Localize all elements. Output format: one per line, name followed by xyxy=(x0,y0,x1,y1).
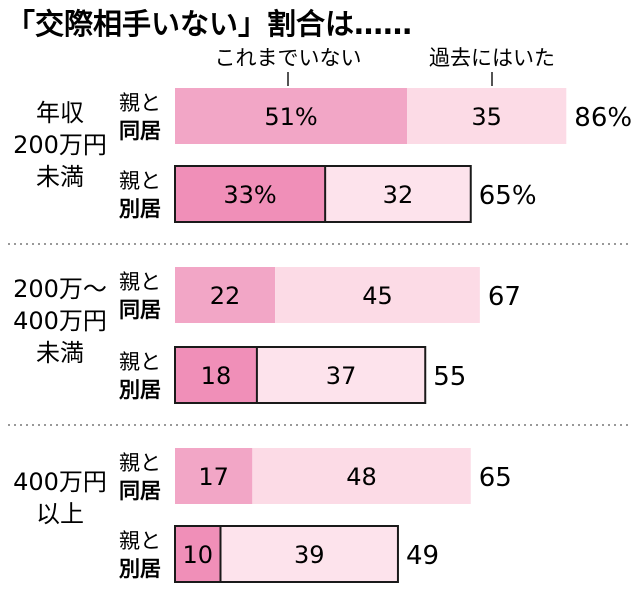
legend-past: 過去にはいた xyxy=(429,46,555,70)
group-2-row-1-value-never: 22 xyxy=(210,282,241,310)
group-1-row-2-value-never: 33% xyxy=(223,181,276,209)
group-1-row-2-label-top: 親と xyxy=(119,169,161,193)
group-3-row-2-value-total: 49 xyxy=(406,541,439,571)
group-label-2-line-1: 200万〜 xyxy=(13,275,107,303)
group-3-row-1-value-total: 65 xyxy=(479,463,512,493)
group-3-row-2-bar-past xyxy=(220,526,398,582)
group-2-row-1-label-bottom: 同居 xyxy=(119,298,161,322)
group-3-row-2-value-never: 10 xyxy=(182,541,213,569)
group-3-row-2-label-bottom: 別居 xyxy=(119,557,161,581)
group-2-row-1-value-past: 45 xyxy=(362,282,393,310)
group-1-row-2-bar-outline xyxy=(174,165,472,223)
group-1-row-2-bar-never xyxy=(175,166,326,222)
group-2-row-1-value-total: 67 xyxy=(488,282,521,312)
group-1-row-1-bar-never xyxy=(175,88,408,144)
group-1-row-1-value-never: 51% xyxy=(264,103,317,131)
group-1-row-2-value-total: 65% xyxy=(479,181,537,211)
group-2-row-2-value-never: 18 xyxy=(201,362,232,390)
group-1-row-2-bar-past xyxy=(325,166,471,222)
group-2-row-2-bar-never xyxy=(175,347,257,403)
group-3-row-1-label-top: 親と xyxy=(119,451,161,475)
group-1-row-2-value-past: 32 xyxy=(383,181,414,209)
chart-title: 「交際相手いない」割合は…… xyxy=(6,7,412,41)
group-label-3-line-2: 以上 xyxy=(36,500,84,528)
group-2-row-1-label-top: 親と xyxy=(119,270,161,294)
group-1-row-2-label-bottom: 別居 xyxy=(119,197,161,221)
group-3-row-1-bar-never xyxy=(175,448,253,504)
group-1-row-1-value-total: 86% xyxy=(574,103,632,133)
group-3-row-1-value-past: 48 xyxy=(346,463,377,491)
group-1-row-1-bar-past xyxy=(407,88,567,144)
group-label-2-line-2: 400万円 xyxy=(13,307,107,335)
group-label-2-line-3: 未満 xyxy=(36,339,84,367)
group-1-row-1-label-top: 親と xyxy=(119,91,161,115)
group-label-1-line-1: 年収 xyxy=(36,99,84,127)
group-3-row-1-label-bottom: 同居 xyxy=(119,479,161,503)
group-1-row-1-value-past: 35 xyxy=(471,103,502,131)
group-label-1-line-3: 未満 xyxy=(36,163,84,191)
group-3-row-2-value-past: 39 xyxy=(294,541,325,569)
group-label-3-line-1: 400万円 xyxy=(13,468,107,496)
group-3-row-2-bar-outline xyxy=(174,525,399,583)
group-2-row-2-label-bottom: 別居 xyxy=(119,378,161,402)
group-2-row-2-bar-outline xyxy=(174,346,427,404)
group-2-row-1-bar-never xyxy=(175,267,276,323)
group-label-1-line-2: 200万円 xyxy=(13,131,107,159)
group-3-row-1-bar-past xyxy=(252,448,471,504)
legend-never: これまでいない xyxy=(215,46,362,70)
group-1-row-1-label-bottom: 同居 xyxy=(119,119,161,143)
group-3-row-2-bar-never xyxy=(175,526,221,582)
group-2-row-2-bar-past xyxy=(256,347,426,403)
group-2-row-2-value-total: 55 xyxy=(433,362,466,392)
group-3-row-2-label-top: 親と xyxy=(119,529,161,553)
group-2-row-2-value-past: 37 xyxy=(326,362,357,390)
group-2-row-2-label-top: 親と xyxy=(119,350,161,374)
group-2-row-1-bar-past xyxy=(275,267,480,323)
group-3-row-1-value-never: 17 xyxy=(198,463,229,491)
